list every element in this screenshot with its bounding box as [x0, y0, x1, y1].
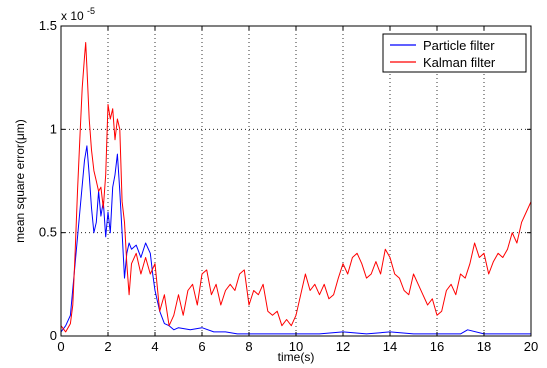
plot-area	[61, 26, 531, 336]
x-tick-label: 10	[289, 339, 303, 354]
y-tick-label: 0.5	[39, 225, 57, 240]
legend: Particle filter Kalman filter	[382, 33, 527, 73]
y-multiplier-base: x 10	[61, 9, 84, 23]
x-tick-label: 8	[245, 339, 252, 354]
y-axis-multiplier: x 10 -5	[61, 6, 95, 23]
x-tick-label: 12	[336, 339, 350, 354]
series-line-particle-filter	[60, 145, 531, 335]
plot-background	[61, 26, 531, 336]
y-tick-label: 1	[50, 121, 57, 136]
x-tick-label: 18	[477, 339, 491, 354]
x-tick-label: 6	[198, 339, 205, 354]
x-tick-label: 2	[104, 339, 111, 354]
x-axis-label: time(s)	[278, 350, 315, 364]
y-tick-label: 0	[50, 328, 57, 343]
x-tick-label: 14	[383, 339, 397, 354]
y-tick-label: 1.5	[39, 18, 57, 33]
series-line-kalman-filter	[60, 42, 532, 333]
y-multiplier-exponent: -5	[87, 6, 95, 16]
legend-box	[382, 33, 527, 73]
x-tick-label: 16	[430, 339, 444, 354]
x-tick-label: 0	[57, 339, 64, 354]
x-tick-label: 20	[524, 339, 538, 354]
x-tick-label: 4	[151, 339, 158, 354]
legend-label: Kalman filter	[423, 55, 496, 70]
axis-ticks: 0 2 4 6 8 10 12 14 16 18 20 0 0.5 1 1.5	[39, 18, 538, 354]
y-axis-label: mean square error(μm)	[13, 119, 27, 243]
legend-label: Particle filter	[423, 38, 495, 53]
series-layer	[60, 42, 532, 335]
